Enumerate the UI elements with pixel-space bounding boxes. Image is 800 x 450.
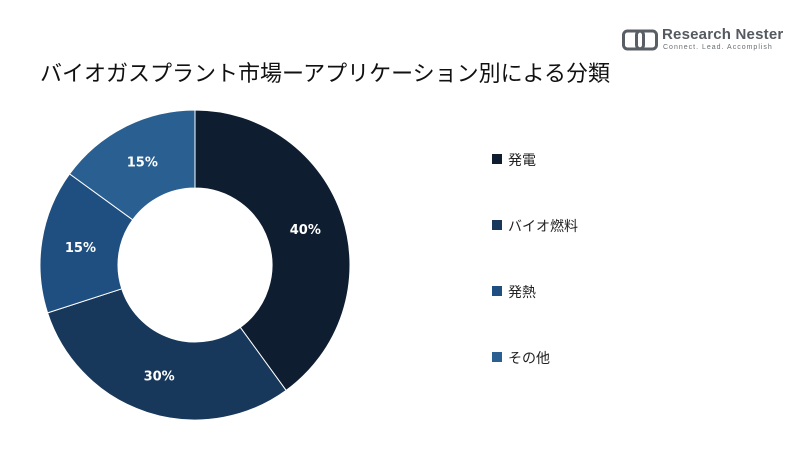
legend-item-2: バイオ燃料 (492, 216, 578, 236)
chart-title: バイオガスプラント市場ーアプリケーション別による分類 (40, 62, 611, 87)
logo-name: Research Nester (662, 26, 784, 43)
donut-value-label-4: 15% (127, 156, 158, 171)
donut-value-labels: 40% 30% 15% 15% (65, 156, 321, 385)
donut-slice-4 (68, 109, 196, 221)
logo-tagline: Connect. Lead. Accomplish (663, 44, 773, 51)
logo-mark-icon (622, 29, 658, 51)
donut-value-label-1: 40% (290, 223, 321, 238)
legend-swatch (492, 352, 502, 362)
donut-slice-3 (39, 173, 134, 314)
donut-value-label-3: 15% (65, 241, 96, 256)
research-nester-logo: Research Nester Connect. Lead. Accomplis… (622, 26, 784, 56)
donut-value-label-2: 30% (144, 369, 175, 384)
donut-slice-1 (194, 109, 351, 392)
donut-slice-2 (46, 288, 287, 421)
legend-item-1: 発電 (492, 150, 536, 170)
legend-item-4: その他 (492, 348, 550, 368)
legend-swatch (492, 220, 502, 230)
legend-swatch (492, 154, 502, 164)
legend-swatch (492, 286, 502, 296)
legend-label: 発熱 (508, 285, 536, 301)
legend-label: その他 (508, 351, 550, 367)
legend-item-3: 発熱 (492, 282, 536, 302)
legend-label: 発電 (508, 153, 536, 169)
legend-label: バイオ燃料 (508, 219, 578, 235)
donut-slices (39, 109, 351, 421)
